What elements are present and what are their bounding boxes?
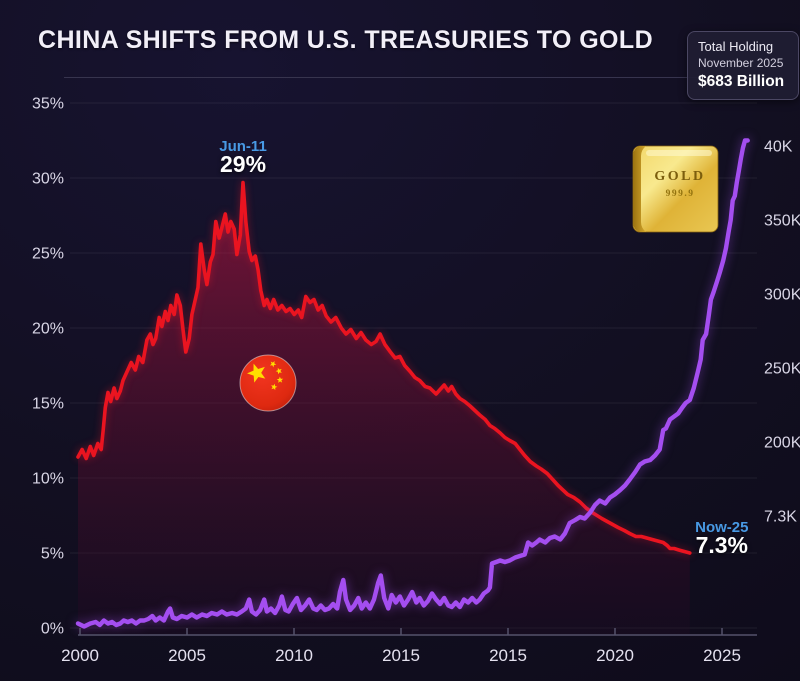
left-axis-label: 25%	[32, 246, 64, 263]
flag-small-star	[271, 383, 278, 391]
left-axis-label: 10%	[32, 471, 64, 488]
series-layer: GOLD 999.9	[75, 138, 750, 634]
left-axis-label: 35%	[32, 96, 64, 113]
x-axis-label: 2025	[703, 646, 741, 665]
gold-bar-word: GOLD	[654, 169, 705, 184]
gold-line	[75, 138, 750, 629]
x-axis-label: 2015	[382, 646, 420, 665]
treasury-line	[76, 180, 692, 555]
flag-small-star	[269, 361, 277, 368]
right-axis-label: 250K	[764, 361, 800, 378]
gold-bar-highlight	[646, 150, 712, 156]
badge-value: $683 Billion	[698, 73, 785, 90]
china-flag-icon	[239, 354, 297, 412]
annotation-peak-label: Jun-11	[219, 138, 267, 155]
annotation-latest-label: Now-25	[695, 519, 748, 536]
left-axis-label: 0%	[41, 621, 64, 638]
right-axis-label: 200K	[764, 435, 800, 452]
flag-small-star	[276, 376, 284, 383]
left-axis-label: 20%	[32, 321, 64, 338]
axes-layer: 35% 30% 25% 20% 15% 10% 5% 0% 40K 350K 300K 250K 200…	[32, 96, 800, 666]
right-axis-label: 7.3K	[764, 509, 797, 526]
x-axis-label: 2000	[61, 646, 99, 665]
right-axis-label: 40K	[764, 139, 793, 156]
flag-circle	[239, 354, 297, 412]
gold-bar-purity: 999.9	[666, 189, 695, 199]
right-axis-label: 300K	[764, 287, 800, 304]
page-title: CHINA SHIFTS FROM U.S. TREASURIES TO GOL…	[38, 26, 654, 54]
title-divider	[64, 77, 758, 78]
annotation-latest-value: 7.3%	[696, 532, 748, 558]
x-axis-label: 2020	[596, 646, 634, 665]
x-axis-label: 2015	[489, 646, 527, 665]
badge-title: Total Holding	[698, 39, 774, 54]
total-holding-badge: Total Holding November 2025 $683 Billion	[687, 31, 799, 100]
flag-small-star	[275, 367, 282, 375]
left-axis-label: 30%	[32, 171, 64, 188]
annotation-peak-value: 29%	[220, 151, 266, 177]
left-axis-label: 5%	[41, 546, 64, 563]
flag-big-star	[247, 363, 266, 383]
right-axis-label: 350K	[764, 213, 800, 230]
x-axis-label: 2005	[168, 646, 206, 665]
badge-date: November 2025	[698, 56, 784, 70]
gold-bar-icon: GOLD 999.9	[632, 145, 719, 233]
left-axis-label: 15%	[32, 396, 64, 413]
gold-bar-bevel	[633, 146, 646, 232]
treasury-area	[78, 182, 690, 634]
x-axis-label: 2010	[275, 646, 313, 665]
